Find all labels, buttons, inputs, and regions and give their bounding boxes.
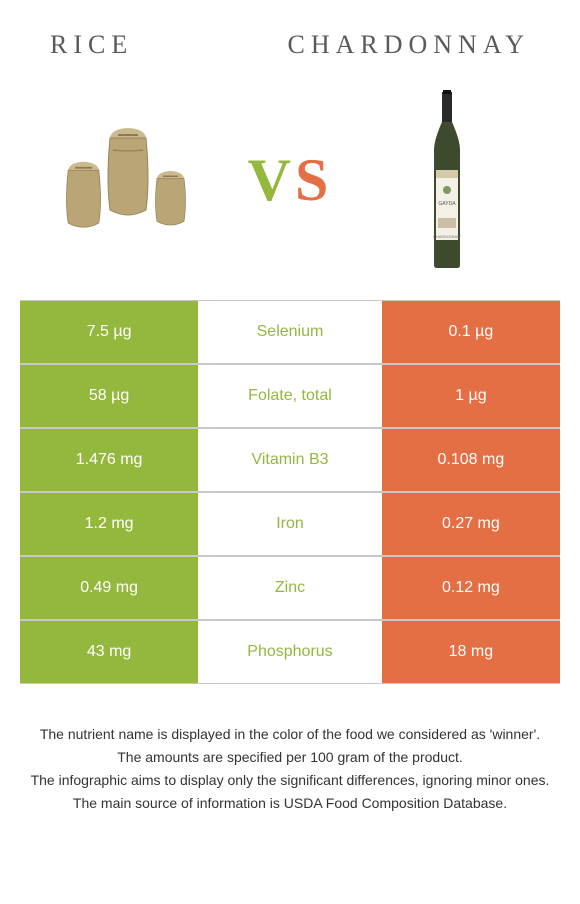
cell-right-value: 0.1 µg xyxy=(382,301,560,363)
footer-notes: The nutrient name is displayed in the co… xyxy=(0,724,580,814)
svg-text:CHARDONNAY: CHARDONNAY xyxy=(433,234,461,239)
nutrient-table: 7.5 µg Selenium 0.1 µg 58 µg Folate, tot… xyxy=(20,300,560,684)
table-row: 1.476 mg Vitamin B3 0.108 mg xyxy=(20,428,560,492)
vs-letter-s: S xyxy=(295,147,332,213)
vs-row: VS GAYDA CHARDONNAY xyxy=(0,80,580,300)
svg-text:GAYDA: GAYDA xyxy=(439,201,457,207)
header-right-title: CHARDONNAY xyxy=(287,30,530,60)
footer-line: The nutrient name is displayed in the co… xyxy=(20,724,560,745)
cell-nutrient-name: Phosphorus xyxy=(198,643,382,661)
cell-right-value: 18 mg xyxy=(382,621,560,683)
table-row: 0.49 mg Zinc 0.12 mg xyxy=(20,556,560,620)
footer-line: The infographic aims to display only the… xyxy=(20,770,560,791)
cell-nutrient-name: Zinc xyxy=(198,579,382,597)
table-row: 7.5 µg Selenium 0.1 µg xyxy=(20,300,560,364)
table-row: 58 µg Folate, total 1 µg xyxy=(20,364,560,428)
cell-left-value: 58 µg xyxy=(20,365,198,427)
cell-left-value: 1.476 mg xyxy=(20,429,198,491)
cell-nutrient-name: Vitamin B3 xyxy=(198,451,382,469)
cell-right-value: 0.27 mg xyxy=(382,493,560,555)
vs-letter-v: V xyxy=(248,147,295,213)
cell-left-value: 7.5 µg xyxy=(20,301,198,363)
cell-left-value: 1.2 mg xyxy=(20,493,198,555)
table-row: 1.2 mg Iron 0.27 mg xyxy=(20,492,560,556)
rice-image xyxy=(48,100,218,260)
cell-left-value: 43 mg xyxy=(20,621,198,683)
cell-nutrient-name: Folate, total xyxy=(198,387,382,405)
footer-line: The main source of information is USDA F… xyxy=(20,793,560,814)
cell-left-value: 0.49 mg xyxy=(20,557,198,619)
cell-right-value: 0.108 mg xyxy=(382,429,560,491)
header-left-title: RICE xyxy=(50,30,287,60)
header: RICE CHARDONNAY xyxy=(0,0,580,80)
chardonnay-image: GAYDA CHARDONNAY xyxy=(362,100,532,260)
footer-line: The amounts are specified per 100 gram o… xyxy=(20,747,560,768)
cell-nutrient-name: Iron xyxy=(198,515,382,533)
table-row: 43 mg Phosphorus 18 mg xyxy=(20,620,560,684)
cell-right-value: 0.12 mg xyxy=(382,557,560,619)
cell-nutrient-name: Selenium xyxy=(198,323,382,341)
vs-text: VS xyxy=(248,146,333,215)
cell-right-value: 1 µg xyxy=(382,365,560,427)
